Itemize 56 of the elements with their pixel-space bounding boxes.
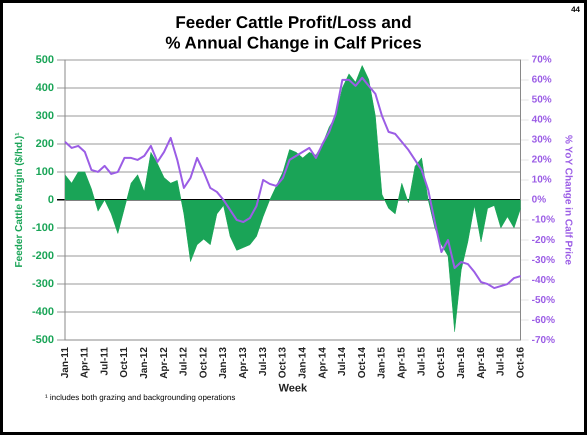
x-tick-label: Jan-15 — [376, 346, 388, 379]
x-tick-label: Apr-14 — [317, 346, 328, 379]
x-tick-label: Oct-11 — [119, 346, 130, 378]
y2-tick-label: 50% — [532, 94, 552, 106]
x-tick-label: Oct-15 — [436, 346, 448, 378]
x-tick-label: Oct-12 — [198, 346, 210, 378]
y-tick-label: 200 — [36, 138, 54, 150]
x-tick-label: Jul-16 — [496, 346, 507, 376]
x-tick-label: Jan-13 — [218, 346, 230, 379]
text: 44 — [571, 5, 580, 14]
y-tick-label: -200 — [32, 250, 54, 262]
y-tick-label: -400 — [32, 306, 54, 318]
y-tick-label: 500 — [36, 54, 54, 66]
x-tick-label: Jul-15 — [416, 346, 428, 376]
text: ¹ includes both grazing and backgrounding operations — [45, 393, 236, 402]
y-tick-label: 0 — [48, 194, 54, 206]
x-tick-label: Jul-14 — [337, 346, 348, 376]
x-tick-label: Jan-16 — [456, 346, 467, 379]
y-tick-label: 400 — [36, 82, 54, 94]
y2-axis-title: % YoY Change in Calf Price — [562, 134, 574, 266]
y2-tick-label: -50% — [532, 294, 556, 306]
y-tick-label: 300 — [36, 110, 54, 122]
y2-tick-label: 30% — [532, 134, 552, 146]
y2-tick-label: -10% — [532, 214, 556, 226]
x-tick-label: Apr-12 — [158, 346, 170, 379]
y2-tick-label: 0% — [532, 194, 546, 206]
y2-tick-label: -60% — [532, 314, 556, 326]
x-tick-label: Oct-13 — [278, 346, 289, 378]
chart-title: Feeder Cattle Profit/Loss and % Annual Change in Calf Prices — [165, 12, 422, 52]
x-tick-label: Oct-14 — [356, 346, 368, 378]
x-tick-label: Jan-12 — [139, 346, 150, 379]
x-axis-title: Week — [278, 382, 308, 394]
x-tick-label: Jul-13 — [258, 346, 269, 376]
x-tick-label: Apr-11 — [80, 346, 91, 378]
x-tick-label: Apr-16 — [476, 346, 487, 379]
y2-tick-label: 40% — [532, 114, 552, 126]
y2-tick-label: 10% — [532, 174, 552, 186]
y-axis-title: Feeder Cattle Margin ($/hd.)¹ — [14, 132, 25, 268]
y2-tick-label: -30% — [532, 254, 556, 266]
x-tick-label: Jan-14 — [297, 346, 308, 379]
y2-tick-label: -20% — [532, 234, 556, 246]
x-tick-label: Apr-15 — [396, 346, 408, 379]
y2-tick-label: 60% — [532, 74, 552, 86]
y2-tick-label: -40% — [532, 274, 556, 286]
y2-tick-label: -70% — [532, 334, 556, 346]
y2-tick-label: 70% — [532, 54, 552, 66]
y-tick-label: -100 — [32, 222, 54, 234]
x-tick-label: Jan-11 — [60, 346, 71, 378]
x-tick-label: Jul-12 — [178, 346, 190, 376]
x-tick-label: Jul-11 — [99, 346, 110, 376]
x-tick-label: Apr-13 — [238, 346, 250, 379]
y-tick-label: 100 — [36, 166, 54, 178]
y-tick-label: -300 — [32, 278, 54, 290]
y2-tick-label: 20% — [532, 154, 552, 166]
y-tick-label: -500 — [32, 334, 54, 346]
x-tick-label: Oct-16 — [515, 346, 526, 378]
